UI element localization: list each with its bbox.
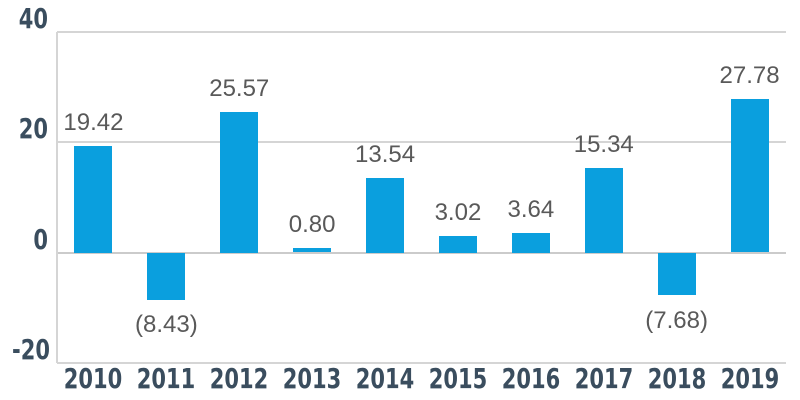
bar <box>512 233 550 253</box>
x-axis-tick-label: 2017 <box>574 362 633 395</box>
bar-value-label: 3.02 <box>434 199 482 226</box>
gridline <box>57 141 786 144</box>
bar-value-label: 3.64 <box>507 196 555 223</box>
x-axis-tick-label: 2016 <box>501 362 561 395</box>
bar-value-label: (8.43) <box>134 311 198 338</box>
x-axis-tick-label: 2019 <box>720 362 779 395</box>
y-axis-tick-label: 0 <box>33 222 48 256</box>
bar <box>74 146 112 253</box>
bar-value-label: 27.78 <box>719 62 780 89</box>
x-axis-tick-label: 2010 <box>64 362 123 395</box>
x-axis-tick-label: 2014 <box>355 362 415 395</box>
y-axis-tick-label: 40 <box>18 2 48 35</box>
bar <box>147 253 185 300</box>
bar-value-label: 15.34 <box>573 131 634 158</box>
bar <box>731 99 769 252</box>
x-axis-tick-label: 2013 <box>282 362 342 395</box>
bar-value-label: 0.80 <box>288 211 336 238</box>
bar <box>293 248 331 252</box>
y-axis-line <box>56 32 58 363</box>
bar <box>366 178 404 253</box>
y-axis-tick-label: 20 <box>18 112 48 146</box>
y-axis-tick-label: -20 <box>12 333 50 366</box>
x-axis-tick-label: 2018 <box>647 362 706 395</box>
bar <box>585 168 623 253</box>
bar <box>439 236 477 253</box>
bar-value-label: (7.68) <box>645 307 708 334</box>
zero-gridline <box>57 251 786 254</box>
gridline <box>57 362 786 364</box>
x-axis-tick-label: 2015 <box>428 362 488 395</box>
bar-value-label: 19.42 <box>63 109 124 136</box>
bar-value-label: 25.57 <box>209 75 270 102</box>
x-axis-tick-label: 2012 <box>210 362 269 395</box>
bar <box>658 253 696 295</box>
gridline <box>57 31 786 33</box>
bar <box>220 112 258 253</box>
x-axis-tick-label: 2011 <box>137 362 196 395</box>
bar-value-label: 13.54 <box>355 141 416 168</box>
